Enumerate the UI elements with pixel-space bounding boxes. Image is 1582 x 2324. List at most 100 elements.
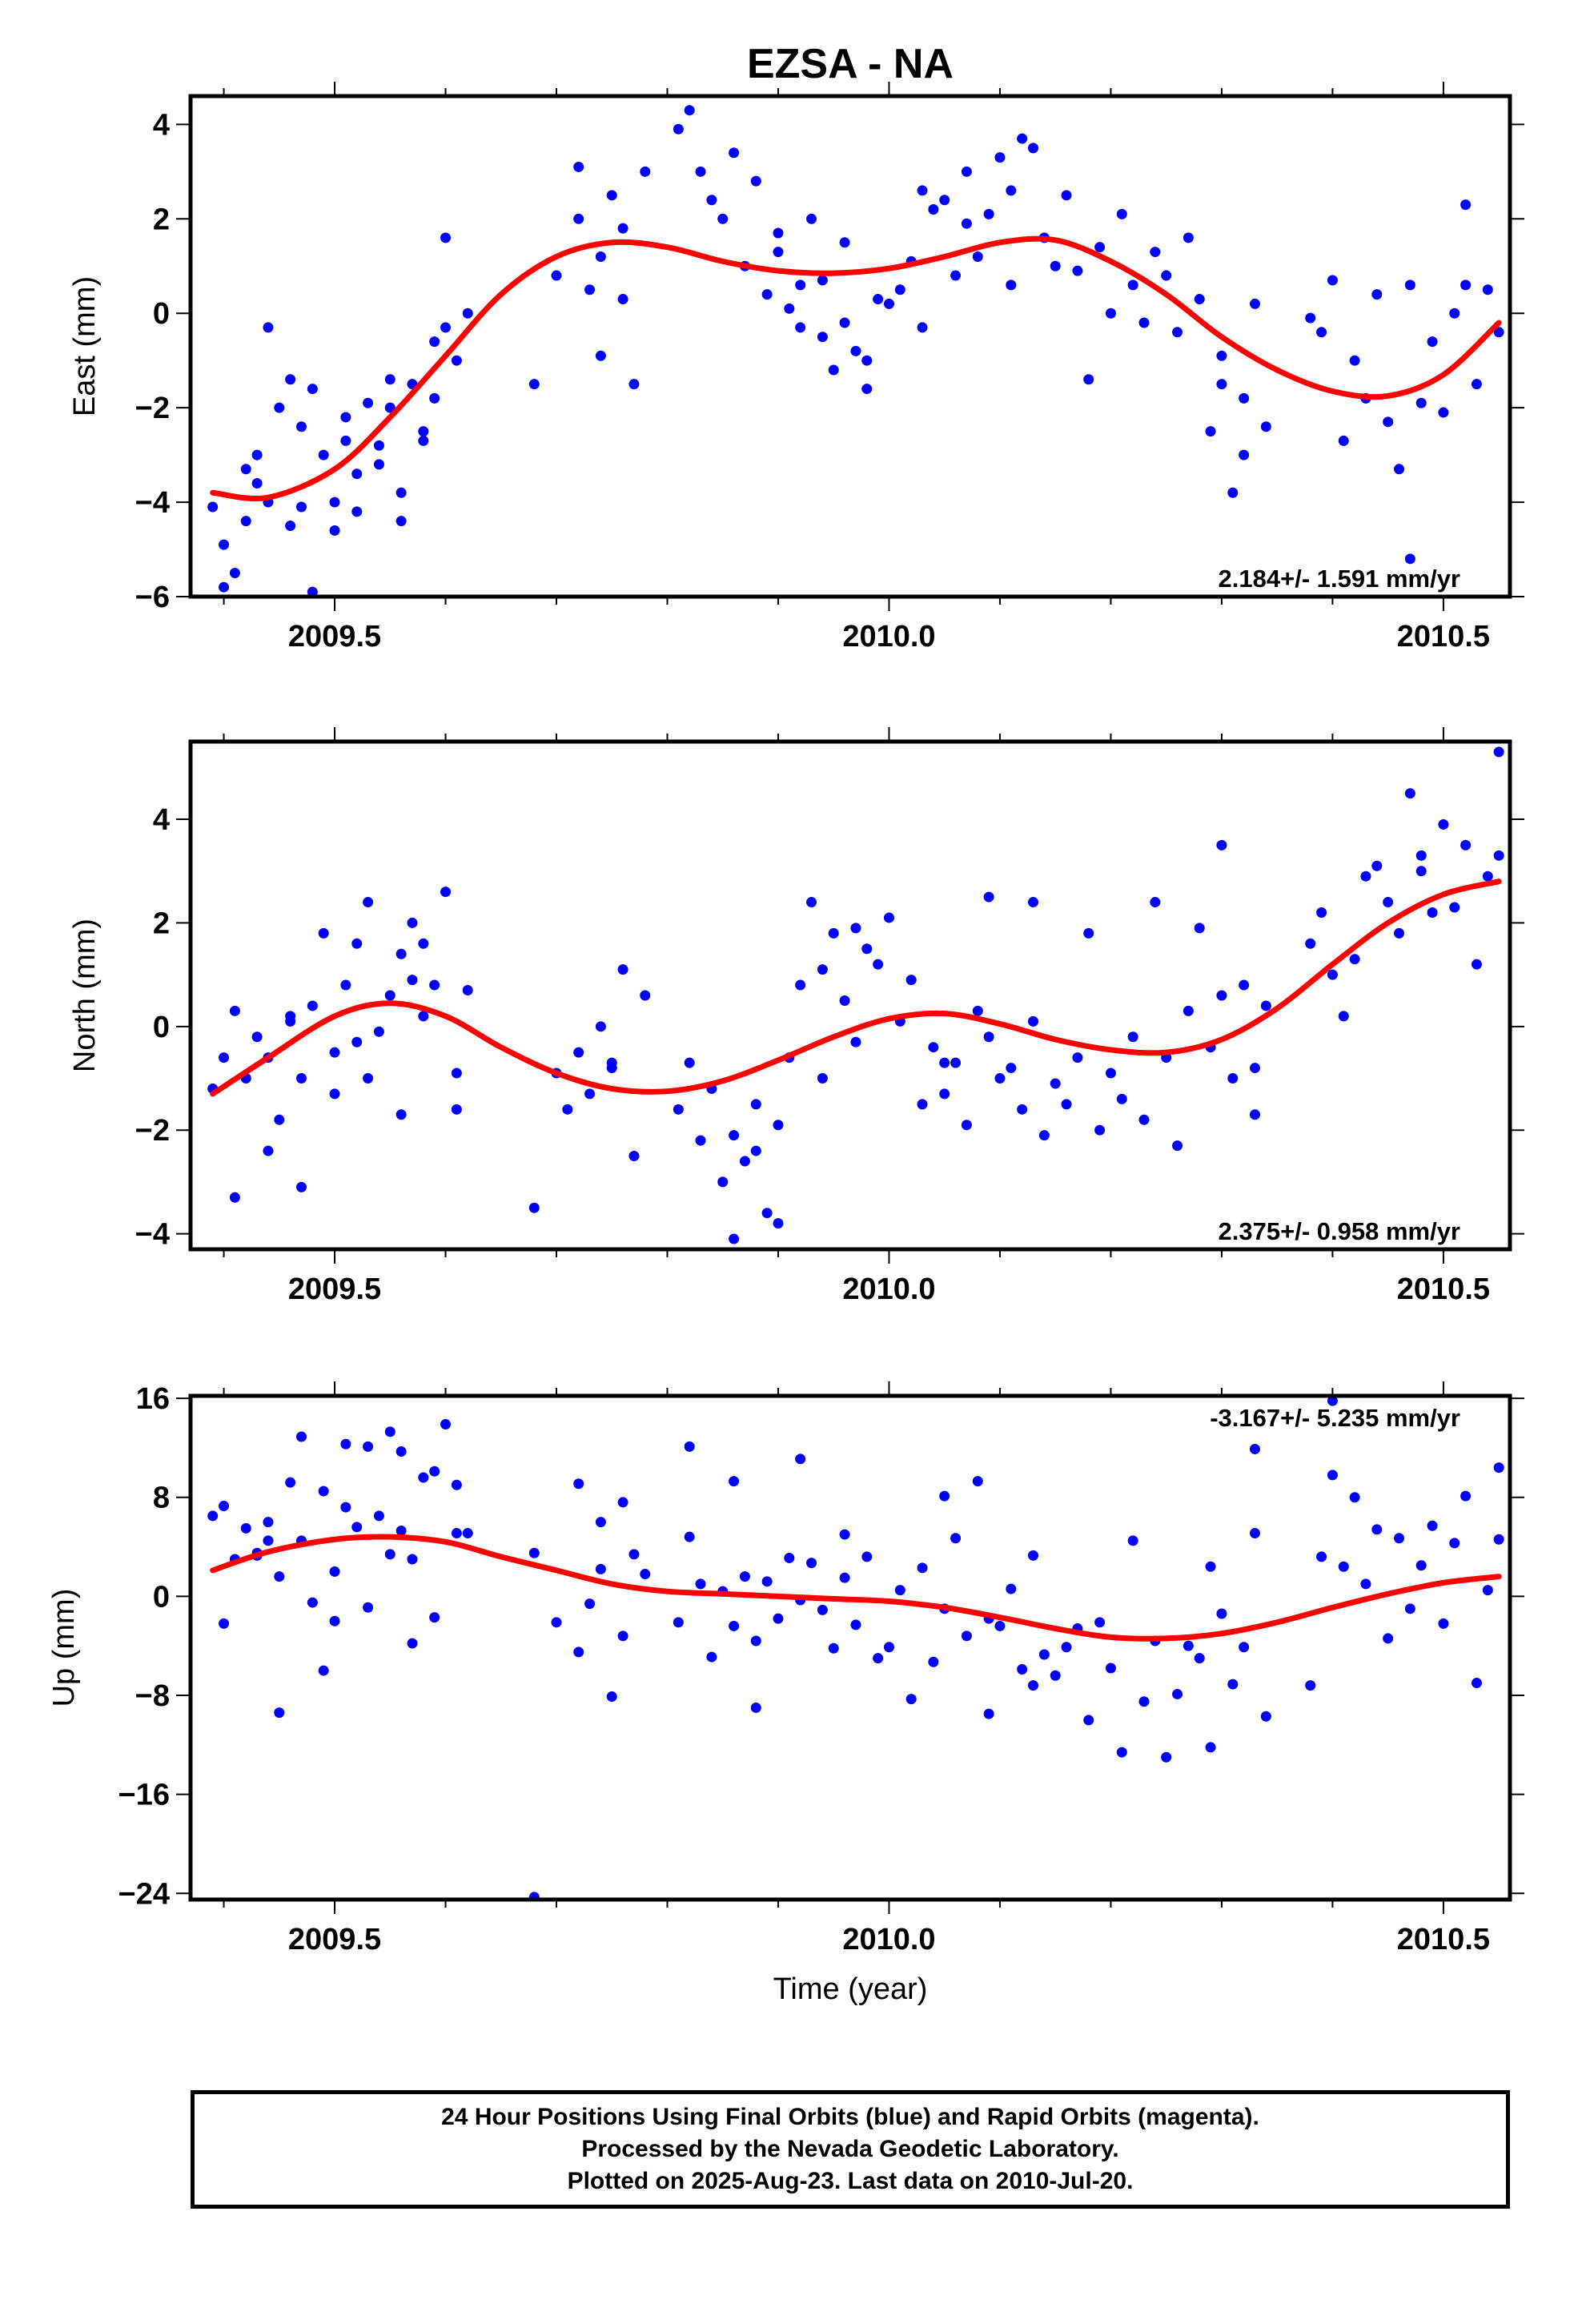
north-data-point [1072,1052,1083,1063]
up-data-point [640,1569,651,1580]
north-fit-curve [210,879,1502,1097]
up-data-point [329,1615,340,1626]
north-data-point [839,995,850,1006]
up-data-point [1493,1462,1504,1474]
north-data-point [873,959,884,970]
up-data-point [1427,1520,1438,1531]
north-data-point [1127,1031,1138,1043]
east-data-point [418,435,429,446]
east-data-point [251,449,263,460]
up-data-point [263,1535,274,1546]
east-data-point [1216,379,1227,390]
north-data-point [883,912,894,923]
east-points [207,105,1504,597]
east-data-point [207,501,219,513]
up-data-point [706,1651,717,1663]
east-data-point [1161,270,1172,281]
east-data-point [396,516,407,527]
east-data-point [795,322,806,333]
north-data-point [1017,1104,1028,1115]
north-data-point [806,897,817,908]
east-data-point [839,317,850,328]
east-data-point [1094,242,1106,253]
north-data-point [1360,870,1371,882]
east-data-point [573,161,584,172]
north-data-point [983,891,994,903]
east-data-point [240,464,251,475]
up-data-point [850,1619,861,1630]
east-data-point [1438,407,1449,418]
north-data-point [1239,979,1250,991]
east-x-tick-label: 2009.5 [288,620,381,653]
north-data-point [1404,788,1415,799]
north-data-point [1083,927,1094,939]
up-data-point [1161,1751,1172,1763]
north-data-point [1216,990,1227,1001]
up-data-point [307,1597,318,1608]
up-data-point [983,1708,994,1719]
north-data-point [562,1104,573,1115]
east-y-tick-label: 0 [153,297,170,331]
up-data-point [695,1578,706,1590]
up-data-point [274,1571,285,1582]
east-data-point [1006,185,1017,196]
up-data-point [595,1517,606,1528]
up-data-point [894,1585,905,1596]
east-data-point [972,251,983,262]
up-data-point [739,1571,750,1582]
east-data-point [894,284,905,296]
up-data-point [606,1691,617,1703]
north-data-point [828,927,839,939]
north-data-point [917,1099,928,1110]
east-data-point [1150,247,1161,258]
up-data-point [617,1497,628,1508]
north-data-point [850,923,861,934]
east-data-point [1205,426,1216,437]
up-data-point [340,1438,351,1449]
north-data-point [351,938,363,949]
east-y-tick-label: −2 [135,392,170,425]
east-data-point [1216,350,1227,361]
north-data-point [1482,870,1493,882]
north-data-point [773,1218,784,1229]
north-data-point [750,1099,761,1110]
up-data-point [1327,1396,1338,1406]
up-data-point [950,1533,962,1544]
up-data-point [274,1707,285,1719]
up-fit-curve [210,1534,1502,1642]
east-data-point [1460,199,1472,211]
up-data-point [462,1528,473,1539]
east-data-point [850,345,861,356]
up-data-point [1205,1742,1216,1753]
north-data-point [939,1057,950,1068]
north-data-point [396,948,407,959]
up-data-point [263,1517,274,1528]
north-data-point [817,964,828,975]
north-data-point [1006,1063,1017,1074]
up-data-point [1172,1688,1183,1699]
north-y-tick-label: 0 [153,1011,170,1044]
up-data-point [1471,1678,1482,1689]
up-data-point [1050,1670,1061,1681]
up-data-point [595,1563,606,1574]
east-data-point [240,516,251,527]
up-data-point [617,1630,628,1642]
north-data-point [1050,1078,1061,1089]
east-data-point [573,213,584,224]
up-y-tick-label: −8 [135,1679,170,1713]
up-data-point [1017,1664,1028,1675]
up-data-point [219,1618,230,1629]
east-data-point [1449,308,1460,319]
east-data-point [1471,379,1482,390]
north-data-point [1172,1140,1183,1152]
north-data-point [1249,1063,1260,1074]
east-data-point [1305,312,1316,324]
up-data-point [1239,1642,1250,1653]
east-data-point [440,322,452,333]
north-data-point [1449,902,1460,913]
east-data-point [828,364,839,376]
up-data-point [1349,1492,1360,1503]
up-data-point [1028,1550,1039,1561]
north-data-point [695,1135,706,1146]
east-y-tick-label: 2 [153,203,170,236]
